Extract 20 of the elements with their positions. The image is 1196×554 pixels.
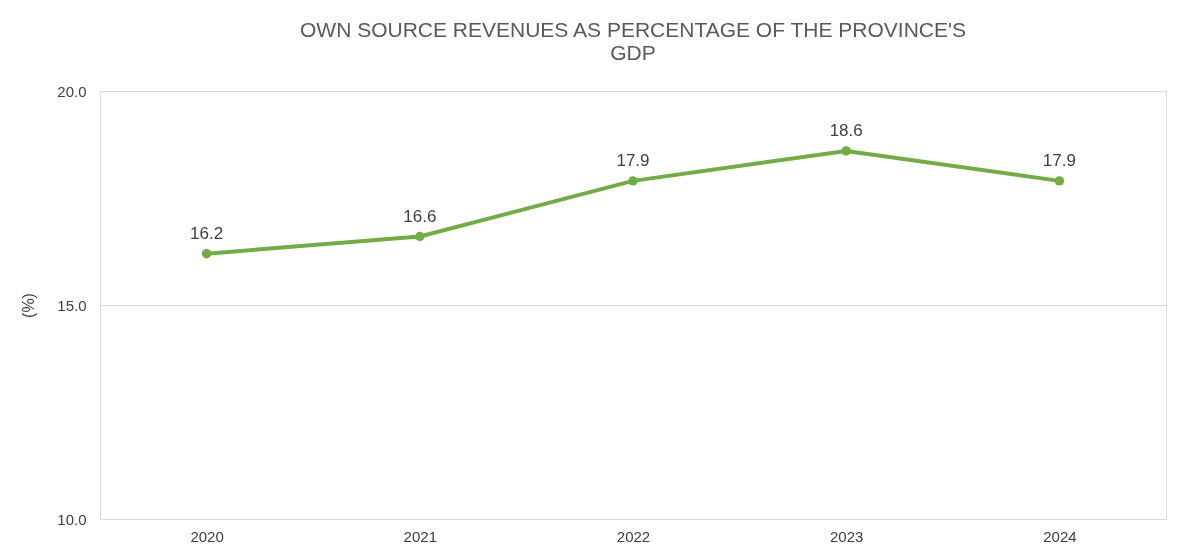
point [1054, 176, 1065, 186]
chart-title: OWN SOURCE REVENUES AS PERCENTAGE OF THE PROVINCE'S GDP [299, 18, 967, 64]
x-tick-label: 2023 [830, 527, 864, 545]
data-label: 17.9 [616, 150, 650, 170]
data-label: 18.6 [829, 120, 863, 140]
x-tick-label: 2021 [403, 527, 437, 545]
y-tick-label: 10.0 [57, 510, 87, 528]
x-tick-label: 2024 [1043, 527, 1077, 545]
point [415, 231, 425, 242]
data-label: 16.6 [403, 206, 437, 226]
point [628, 176, 638, 186]
x-tick-label: 2020 [190, 527, 224, 545]
y-tick-label: 15.0 [57, 296, 87, 314]
point [841, 146, 851, 156]
point [201, 248, 212, 259]
data-label: 17.9 [1042, 150, 1076, 170]
x-tick-label: 2022 [616, 527, 651, 545]
y-axis-title: (%) [20, 293, 38, 318]
y-tick-label: 20.0 [57, 82, 87, 100]
data-label: 16.2 [190, 223, 224, 243]
